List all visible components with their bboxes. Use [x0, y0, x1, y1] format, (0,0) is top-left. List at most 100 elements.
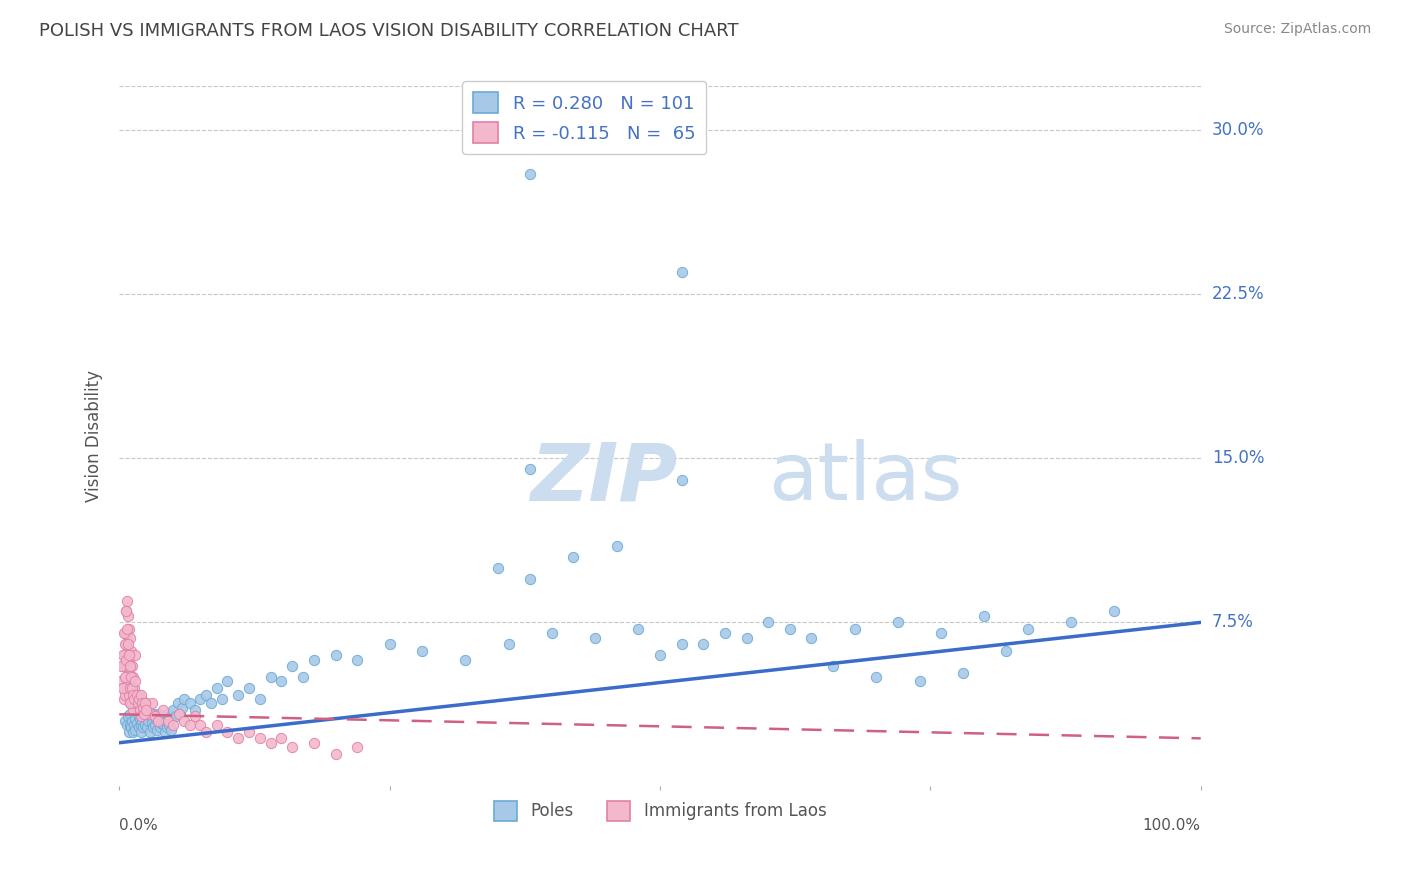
Text: atlas: atlas [768, 440, 963, 517]
Point [114, 670, 136, 684]
Point [165, 709, 187, 723]
Point [1060, 615, 1083, 630]
Point [249, 692, 271, 706]
Text: POLISH VS IMMIGRANTS FROM LAOS VISION DISABILITY CORRELATION CHART: POLISH VS IMMIGRANTS FROM LAOS VISION DI… [39, 22, 740, 40]
Point [562, 549, 585, 564]
Point [226, 731, 249, 746]
Point [120, 707, 142, 722]
Point [118, 648, 141, 663]
Point [627, 622, 650, 636]
Point [486, 560, 509, 574]
Point [149, 720, 172, 734]
Point [995, 644, 1018, 658]
Point [346, 740, 368, 755]
Point [583, 631, 606, 645]
Point [1102, 604, 1125, 618]
Point [120, 697, 142, 711]
Point [112, 626, 135, 640]
Point [118, 724, 141, 739]
Point [143, 709, 166, 723]
Point [411, 644, 433, 658]
Y-axis label: Vision Disability: Vision Disability [86, 370, 103, 502]
Point [124, 723, 146, 737]
Point [844, 622, 866, 636]
Point [260, 736, 283, 750]
Point [112, 648, 135, 663]
Point [125, 688, 148, 702]
Point [155, 714, 177, 728]
Point [115, 622, 138, 636]
Point [124, 718, 146, 732]
Point [134, 718, 156, 732]
Point [115, 593, 138, 607]
Point [952, 665, 974, 680]
Point [131, 697, 153, 711]
Text: 7.5%: 7.5% [1212, 614, 1254, 632]
Point [205, 681, 228, 695]
Point [114, 637, 136, 651]
Point [378, 637, 401, 651]
Point [302, 736, 325, 750]
Point [134, 697, 156, 711]
Point [120, 697, 142, 711]
Point [166, 697, 188, 711]
Point [190, 718, 212, 732]
Point [131, 714, 153, 728]
Point [135, 707, 157, 722]
Point [120, 659, 142, 673]
Point [735, 631, 758, 645]
Point [139, 709, 162, 723]
Point [115, 681, 138, 695]
Point [129, 709, 152, 723]
Point [184, 709, 207, 723]
Point [120, 659, 142, 673]
Point [238, 681, 260, 695]
Point [671, 637, 693, 651]
Point [122, 688, 145, 702]
Point [346, 652, 368, 666]
Text: 15.0%: 15.0% [1212, 450, 1264, 467]
Point [519, 167, 541, 181]
Point [211, 692, 233, 706]
Point [865, 670, 887, 684]
Point [1017, 622, 1039, 636]
Point [114, 637, 136, 651]
Point [156, 720, 179, 734]
Point [132, 720, 155, 734]
Point [120, 681, 142, 695]
Point [157, 718, 180, 732]
Point [141, 716, 163, 731]
Point [115, 626, 138, 640]
Point [454, 652, 477, 666]
Point [281, 740, 304, 755]
Point [217, 724, 239, 739]
Point [170, 700, 193, 714]
Point [117, 709, 139, 723]
Point [111, 659, 134, 673]
Point [117, 644, 139, 658]
Text: 30.0%: 30.0% [1212, 121, 1264, 139]
Point [162, 718, 184, 732]
Point [111, 681, 134, 695]
Point [124, 697, 146, 711]
Point [127, 697, 149, 711]
Text: 22.5%: 22.5% [1212, 285, 1264, 303]
Point [120, 720, 142, 734]
Point [249, 731, 271, 746]
Point [117, 674, 139, 689]
Point [190, 692, 212, 706]
Point [150, 716, 173, 731]
Point [138, 724, 160, 739]
Point [143, 718, 166, 732]
Point [129, 692, 152, 706]
Point [194, 724, 217, 739]
Point [114, 652, 136, 666]
Point [128, 712, 150, 726]
Point [270, 674, 292, 689]
Point [146, 723, 169, 737]
Point [110, 659, 132, 673]
Point [270, 731, 292, 746]
Point [114, 626, 136, 640]
Point [110, 674, 132, 689]
Point [779, 622, 801, 636]
